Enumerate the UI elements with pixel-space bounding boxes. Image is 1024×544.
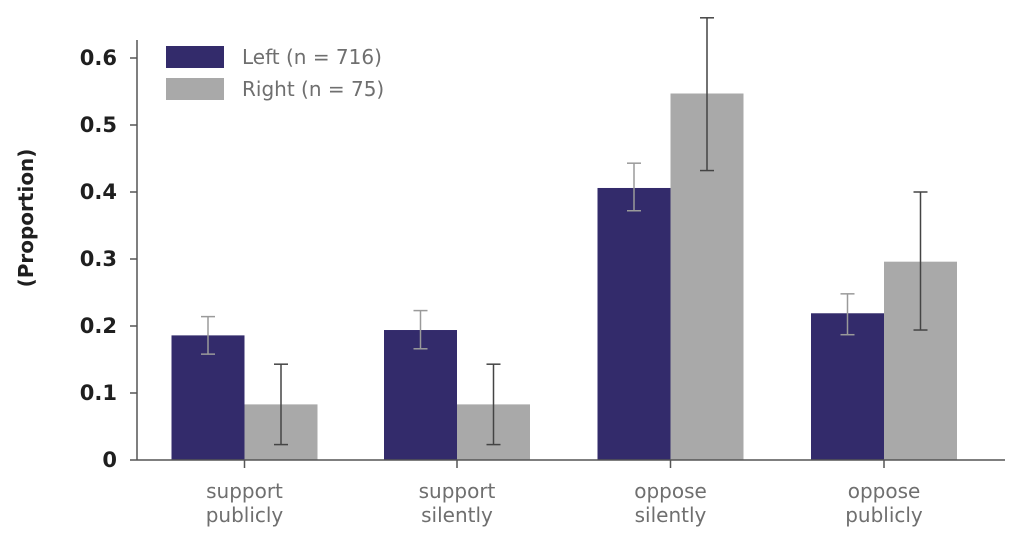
x-category-label-line: publicly bbox=[845, 503, 923, 527]
x-category-label: support silently bbox=[419, 479, 496, 527]
x-category-label: oppose silently bbox=[634, 479, 707, 527]
x-category-label-line: publicly bbox=[206, 503, 284, 527]
legend-swatch-series-0 bbox=[166, 46, 224, 68]
y-tick-label: 0 bbox=[102, 448, 117, 472]
bars-layer bbox=[171, 93, 957, 461]
x-category-label-line: silently bbox=[421, 503, 493, 527]
legend-label-series-0: Left (n = 716) bbox=[242, 45, 382, 69]
y-axis-label: (Proportion) bbox=[14, 149, 38, 288]
y-tick-label: 0.3 bbox=[80, 247, 117, 271]
x-category-label-line: oppose bbox=[848, 479, 921, 503]
x-category-label: support publicly bbox=[206, 479, 284, 527]
bar-series-0-cat-2 bbox=[597, 187, 671, 461]
x-category-label-line: support bbox=[419, 479, 496, 503]
legend-label-series-1: Right (n = 75) bbox=[242, 77, 384, 101]
y-tick-label: 0.5 bbox=[80, 113, 117, 137]
bar-series-0-cat-1 bbox=[384, 330, 457, 460]
y-tick-label: 0.4 bbox=[80, 180, 117, 204]
x-category-label-line: support bbox=[206, 479, 283, 503]
legend-swatch-series-1 bbox=[166, 78, 224, 100]
x-category-label-line: silently bbox=[635, 503, 707, 527]
y-tick-label: 0.2 bbox=[80, 314, 117, 338]
bar-series-0-cat-3 bbox=[811, 313, 884, 460]
bar-series-0-cat-0 bbox=[171, 335, 245, 460]
x-category-label: oppose publicly bbox=[845, 479, 923, 527]
y-tick-label: 0.1 bbox=[80, 381, 117, 405]
y-axis-ticks: 0 0.1 0.2 0.3 0.4 0.5 0.6 bbox=[80, 46, 137, 472]
y-tick-label: 0.6 bbox=[80, 46, 117, 70]
x-category-label-line: oppose bbox=[634, 479, 707, 503]
error-bars-layer bbox=[201, 17, 928, 446]
legend: Left (n = 716) Right (n = 75) bbox=[166, 45, 384, 101]
